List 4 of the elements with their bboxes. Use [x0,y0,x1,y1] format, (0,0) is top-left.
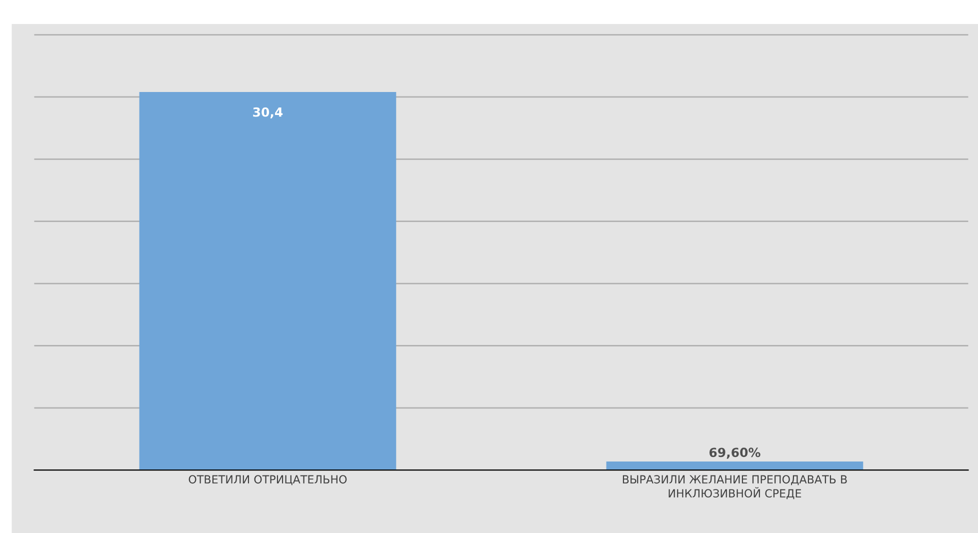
x-tick-label: ОТВЕТИЛИ ОТРИЦАТЕЛЬНО [188,475,347,486]
data-label: 69,60% [709,448,760,459]
x-tick-label: ВЫРАЗИЛИ ЖЕЛАНИЕ ПРЕПОДАВАТЬ В ИНКЛЮЗИВНОЙ СРЕДЕ [622,475,847,500]
data-label: 30,4 [253,107,283,118]
